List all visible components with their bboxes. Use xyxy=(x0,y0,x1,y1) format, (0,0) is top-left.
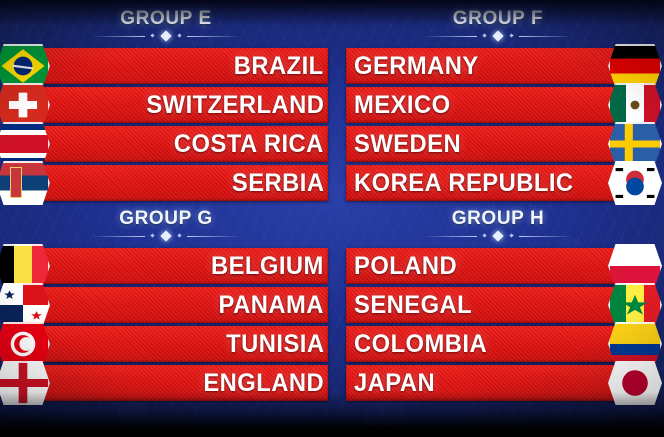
team-row[interactable]: TUNISIA xyxy=(0,322,332,366)
flag-poland-icon xyxy=(608,244,662,288)
group-panel-f: GROUP F GERMANY MEXICO xyxy=(332,8,664,205)
team-row[interactable]: JAPAN xyxy=(332,361,664,405)
group-title-h: GROUP H xyxy=(451,208,545,229)
team-name: PANAMA xyxy=(218,291,324,319)
divider-diamond-icon xyxy=(160,230,172,242)
team-row[interactable]: SERBIA xyxy=(0,161,332,205)
flag-mexico-icon xyxy=(608,83,662,127)
team-name: SENEGAL xyxy=(354,291,473,319)
team-name: GERMANY xyxy=(354,52,479,80)
team-name: COLOMBIA xyxy=(354,330,488,358)
team-list-e: BRAZIL SWITZERLAND COSTA RICA xyxy=(0,44,332,205)
team-row[interactable]: POLAND xyxy=(332,244,664,288)
team-name: SWEDEN xyxy=(354,130,462,158)
team-row[interactable]: COLOMBIA xyxy=(332,322,664,366)
divider-line-left xyxy=(423,36,477,37)
divider-dot-right xyxy=(177,33,182,38)
divider-diamond-icon xyxy=(492,230,504,242)
team-name: BELGIUM xyxy=(211,252,324,280)
flag-brazil-icon xyxy=(0,44,50,88)
flag-korea-republic-icon xyxy=(608,161,662,205)
divider-line-right xyxy=(519,36,573,37)
team-row[interactable]: MEXICO xyxy=(332,83,664,127)
flag-serbia-icon xyxy=(0,161,50,205)
team-name: SERBIA xyxy=(231,169,324,197)
team-row[interactable]: GERMANY xyxy=(332,44,664,88)
divider-line-right xyxy=(187,236,241,237)
flag-sweden-icon xyxy=(608,122,662,166)
divider-dot-right xyxy=(177,233,182,238)
divider-dot-left xyxy=(482,233,487,238)
header-divider xyxy=(91,230,241,242)
divider-dot-left xyxy=(150,233,155,238)
flag-tunisia-icon xyxy=(0,322,50,366)
team-row[interactable]: KOREA REPUBLIC xyxy=(332,161,664,205)
group-header-h: GROUP H xyxy=(332,208,664,248)
flag-colombia-icon xyxy=(608,322,662,366)
group-header-e: GROUP E xyxy=(0,8,332,48)
group-title-f: GROUP F xyxy=(452,8,544,29)
divider-dot-left xyxy=(150,33,155,38)
divider-diamond-icon xyxy=(492,30,504,42)
group-panel-g: GROUP G BELGIUM PANAMA xyxy=(0,208,332,405)
group-header-g: GROUP G xyxy=(0,208,332,248)
flag-japan-icon xyxy=(608,361,662,405)
team-list-f: GERMANY MEXICO SWEDEN xyxy=(332,44,664,205)
divider-line-left xyxy=(423,236,477,237)
team-list-h: POLAND SENEGAL COLOMBIA xyxy=(332,244,664,405)
team-row[interactable]: SWITZERLAND xyxy=(0,83,332,127)
team-name: BRAZIL xyxy=(234,52,324,80)
flag-senegal-icon xyxy=(608,283,662,327)
team-name: COSTA RICA xyxy=(174,130,324,158)
team-row[interactable]: SWEDEN xyxy=(332,122,664,166)
group-header-f: GROUP F xyxy=(332,8,664,48)
team-row[interactable]: PANAMA xyxy=(0,283,332,327)
header-divider xyxy=(91,30,241,42)
group-title-e: GROUP E xyxy=(120,8,212,29)
header-divider xyxy=(423,30,573,42)
flag-switzerland-icon xyxy=(0,83,50,127)
team-name: POLAND xyxy=(354,252,458,280)
header-divider xyxy=(423,230,573,242)
group-panel-e: GROUP E BRAZIL xyxy=(0,8,332,205)
team-name: SWITZERLAND xyxy=(145,91,324,119)
team-row[interactable]: BELGIUM xyxy=(0,244,332,288)
team-row[interactable]: ENGLAND xyxy=(0,361,332,405)
divider-line-left xyxy=(91,236,145,237)
flag-panama-icon xyxy=(0,283,50,327)
flag-germany-icon xyxy=(608,44,662,88)
flag-costa-rica-icon xyxy=(0,122,50,166)
divider-dot-right xyxy=(509,33,514,38)
flag-belgium-icon xyxy=(0,244,50,288)
team-row[interactable]: BRAZIL xyxy=(0,44,332,88)
team-name: KOREA REPUBLIC xyxy=(354,169,574,197)
team-name: JAPAN xyxy=(354,369,436,397)
divider-dot-right xyxy=(509,233,514,238)
group-panel-h: GROUP H POLAND SENEGAL xyxy=(332,208,664,405)
divider-line-right xyxy=(187,36,241,37)
divider-dot-left xyxy=(482,33,487,38)
team-row[interactable]: COSTA RICA xyxy=(0,122,332,166)
team-name: MEXICO xyxy=(354,91,451,119)
team-row[interactable]: SENEGAL xyxy=(332,283,664,327)
team-name: ENGLAND xyxy=(203,369,324,397)
team-name: TUNISIA xyxy=(225,330,324,358)
team-list-g: BELGIUM PANAMA TUNISIA xyxy=(0,244,332,405)
group-title-g: GROUP G xyxy=(119,208,213,229)
divider-line-left xyxy=(91,36,145,37)
divider-diamond-icon xyxy=(160,30,172,42)
divider-line-right xyxy=(519,236,573,237)
flag-england-icon xyxy=(0,361,50,405)
